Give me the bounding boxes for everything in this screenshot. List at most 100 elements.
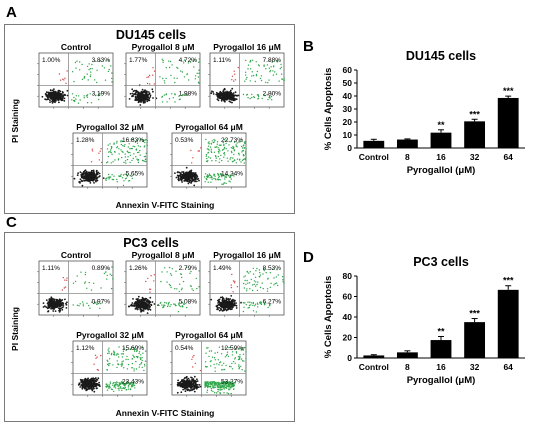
du145-event-dot	[88, 63, 90, 65]
du145-quadrant-ul: 0.53%	[175, 137, 194, 144]
du145-event-dot	[247, 68, 249, 70]
pc3-event-dot	[127, 363, 130, 366]
pc3-event-dot	[217, 359, 219, 361]
pc3-event-dot	[151, 301, 154, 303]
du145-event-dot	[241, 147, 244, 149]
du145-event-dot	[206, 174, 209, 176]
du145-event-dot	[199, 61, 201, 63]
du145-event-dot	[210, 92, 213, 95]
du145-event-dot	[266, 64, 269, 66]
du145-event-dot	[112, 178, 115, 181]
du145-event-dot	[232, 92, 235, 94]
du145-event-dot	[229, 181, 231, 183]
du145-event-dot	[198, 58, 201, 60]
pc3-event-dot	[183, 385, 186, 388]
pc3-event-dot	[227, 355, 230, 358]
pc3-event-dot	[142, 310, 145, 312]
pc3-event-dot	[215, 382, 217, 385]
du145-event-dot	[64, 77, 66, 79]
du145-event-dot	[270, 95, 273, 98]
du145-event-dot	[234, 98, 237, 100]
pc3-event-dot	[121, 364, 124, 366]
pc3-event-dot	[76, 304, 79, 306]
pc3-event-dot	[106, 274, 109, 277]
du145-event-dot	[79, 171, 82, 174]
pc3-event-dot	[227, 303, 230, 306]
du145-event-dot	[123, 161, 125, 164]
pc3-event-dot	[59, 307, 62, 310]
pc3-event-dot	[232, 280, 235, 282]
du145-event-dot	[124, 156, 127, 158]
du145-event-dot	[251, 75, 253, 77]
pc3-event-dot	[234, 304, 237, 307]
du145-event-dot	[249, 68, 252, 70]
du145-event-dot	[211, 90, 213, 93]
du145-event-dot	[140, 92, 143, 95]
pc3-event-dot	[182, 378, 185, 381]
du145-event-dot	[271, 61, 273, 63]
pc3-event-dot	[109, 381, 112, 383]
pc3-event-dot	[123, 367, 125, 369]
du145-event-dot	[59, 94, 62, 97]
pc3-event-dot	[270, 282, 272, 285]
du145-event-dot	[268, 67, 270, 69]
du145-event-dot	[125, 177, 128, 179]
du145-event-dot	[190, 182, 193, 184]
du145-event-dot	[108, 151, 110, 153]
pc3-event-dot	[131, 302, 134, 304]
pc3-event-dot	[177, 379, 180, 382]
pc3-event-dot	[243, 276, 245, 278]
pc3-event-dot	[148, 288, 151, 290]
panel-label-b: B	[303, 38, 314, 55]
du145-event-dot	[62, 78, 64, 80]
pc3-event-dot	[223, 386, 226, 388]
du145-event-dot	[144, 145, 146, 147]
pc3-event-dot	[120, 382, 123, 384]
pc3-event-dot	[182, 388, 185, 391]
du145-event-dot	[138, 95, 141, 98]
pc3-event-dot	[166, 271, 168, 273]
pc3-event-dot	[186, 389, 189, 392]
pc3-event-dot	[134, 350, 136, 352]
pc3-event-dot	[82, 386, 85, 388]
pc3-event-dot	[117, 353, 119, 356]
du145-event-dot	[267, 98, 269, 101]
pc3-event-dot	[190, 388, 192, 390]
du145-event-dot	[239, 158, 241, 160]
du145-event-dot	[256, 70, 259, 73]
du145-event-dot	[83, 75, 86, 78]
du145-event-dot	[214, 146, 216, 148]
du145-event-dot	[131, 177, 133, 180]
pc3-event-dot	[176, 383, 179, 386]
pc3-y-tick-label: 60	[343, 292, 353, 302]
pc3-event-dot	[119, 383, 121, 386]
du145-event-dot	[111, 178, 114, 181]
pc3-event-dot	[243, 282, 245, 285]
pc3-event-dot	[219, 361, 221, 364]
du145-event-dot	[230, 157, 232, 159]
pc3-event-dot	[195, 384, 197, 387]
du145-x-tick-label: Control	[359, 152, 389, 162]
pc3-event-dot	[214, 391, 216, 394]
du145-event-dot	[134, 99, 137, 101]
du145-event-dot	[208, 149, 210, 151]
pc3-event-dot	[140, 310, 142, 313]
pc3-event-dot	[244, 279, 246, 282]
du145-event-dot	[61, 91, 64, 93]
du145-event-dot	[81, 176, 84, 179]
pc3-event-dot	[141, 359, 143, 362]
du145-event-dot	[168, 66, 171, 69]
du145-event-dot	[141, 88, 144, 91]
pc3-event-dot	[115, 383, 117, 385]
du145-event-dot	[109, 143, 111, 145]
du145-event-dot	[110, 147, 113, 150]
du145-event-dot	[124, 153, 126, 155]
pc3-event-dot	[107, 349, 109, 351]
du145-event-dot	[75, 67, 77, 69]
pc3-event-dot	[196, 378, 198, 381]
pc3-event-dot	[225, 309, 228, 312]
du145-event-dot	[244, 140, 247, 143]
du145-event-dot	[90, 171, 92, 174]
du145-event-dot	[146, 144, 148, 147]
pc3-event-dot	[135, 360, 137, 363]
